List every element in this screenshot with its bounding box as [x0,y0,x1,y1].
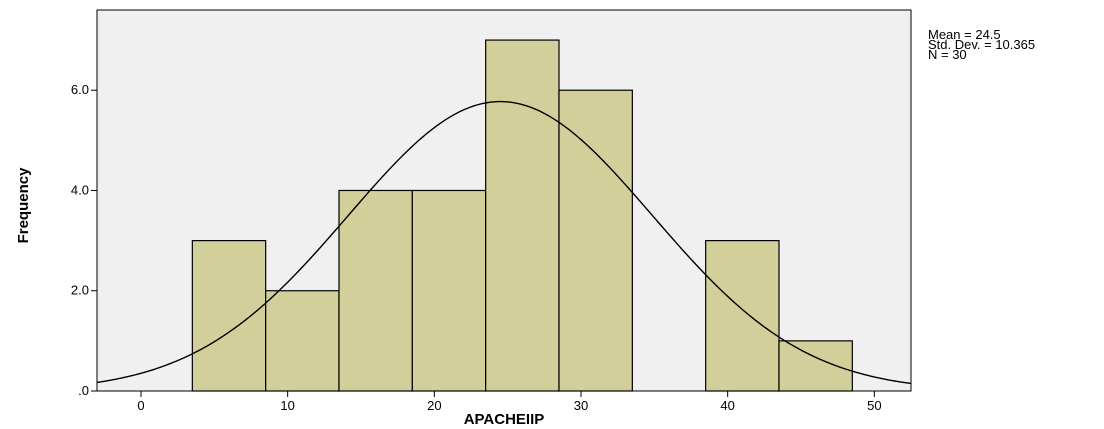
histogram-bar-4 [411,189,487,392]
x-tick-label-2: 20 [427,398,441,413]
histogram-bar-3 [338,189,413,392]
histogram-bar-2 [265,290,340,392]
std-dev-stat: Std. Dev. = 10.365 [928,37,1036,52]
histogram-bar-8 [778,340,853,392]
mean-stat: Mean = 24.5 [928,27,1001,42]
x-tick-label-4: 40 [720,398,734,413]
normal-curve [96,100,912,385]
histogram-bar-5 [485,39,560,392]
y-tick-label-2: 4.0 [71,182,89,197]
axes-group: .0 2.0 4.0 6.0 0 10 20 30 40 50 [71,82,882,413]
stats-box: Mean = 24.5 Std. Dev. = 10.365 N = 30 [928,27,1036,62]
y-tick-label-0: .0 [78,383,89,398]
y-tick-label-1: 2.0 [71,283,89,298]
y-axis-title: Frequency [15,167,32,244]
bars-group [191,39,853,392]
histogram-bar-1 [191,240,267,392]
x-axis-title: APACHEIIP [464,411,545,428]
x-tick-label-0: 0 [137,398,144,413]
n-stat: N = 30 [928,47,967,62]
x-tick-label-3: 30 [574,398,588,413]
x-tick-label-1: 10 [280,398,294,413]
y-tick-label-3: 6.0 [71,82,89,97]
histogram-bar-6 [558,89,633,392]
histogram-bar-7 [705,240,780,392]
x-tick-label-5: 50 [867,398,881,413]
